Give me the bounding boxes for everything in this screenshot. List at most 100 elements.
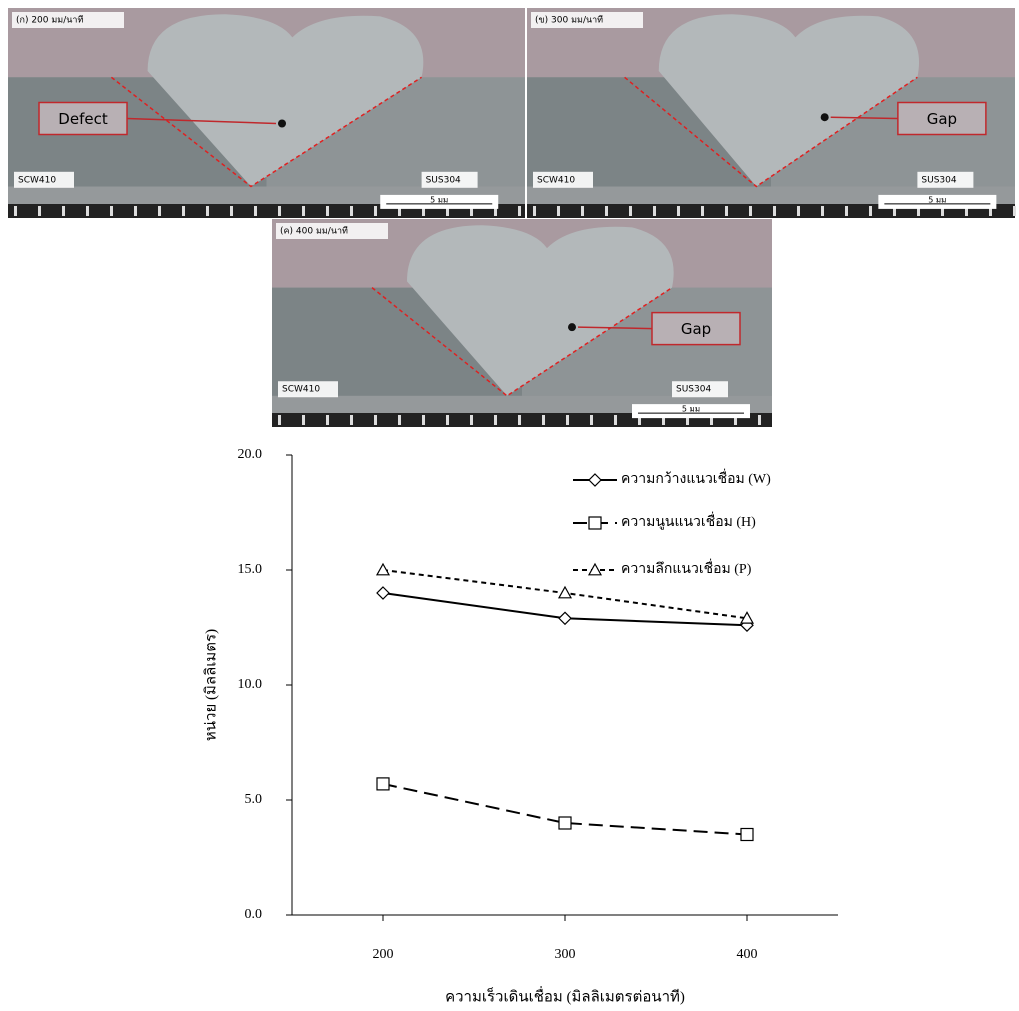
ruler-tick — [614, 415, 617, 425]
fusion-line — [624, 76, 918, 188]
weld-bead — [147, 14, 424, 187]
ruler-tick — [38, 206, 41, 216]
ruler-tick — [605, 206, 608, 216]
callout-box — [897, 101, 987, 136]
marker — [558, 816, 572, 830]
caption-box — [531, 12, 643, 28]
ruler-tick — [710, 415, 713, 425]
ruler-tick — [470, 415, 473, 425]
callout-label: Gap — [927, 110, 957, 128]
ruler-tick — [254, 206, 257, 216]
marker — [558, 611, 572, 626]
metal-label: SUS304 — [426, 175, 461, 185]
ruler-tick — [758, 415, 761, 425]
marker — [375, 562, 391, 576]
ruler-tick — [653, 206, 656, 216]
ruler-tick — [734, 415, 737, 425]
ruler-tick — [677, 206, 680, 216]
ruler-tick — [374, 415, 377, 425]
scale-label: 5 มม — [682, 405, 700, 414]
ruler-tick — [518, 415, 521, 425]
ruler-tick — [158, 206, 161, 216]
ruler-tick — [302, 415, 305, 425]
ruler-tick — [422, 415, 425, 425]
marker — [376, 777, 390, 791]
ruler-tick — [398, 415, 401, 425]
ruler-tick — [797, 206, 800, 216]
metal-label-box — [672, 381, 728, 398]
x-axis-label: ความเร็วเดินเชื่อม (มิลลิเมตรต่อนาที) — [445, 985, 685, 1005]
metal-label-box — [14, 171, 74, 188]
ruler-tick — [326, 206, 329, 216]
scale-bar-box — [380, 194, 499, 209]
ruler-tick — [869, 206, 872, 216]
ruler-tick — [590, 415, 593, 425]
photo-panel: (ก) 200 มม/นาที SCW410 SUS304 5 มม Defect — [8, 8, 525, 218]
metal-label-box — [533, 171, 593, 188]
ruler-tick — [662, 415, 665, 425]
marker — [740, 827, 754, 842]
callout-arrow — [830, 116, 898, 120]
photo-caption: (ก) 200 มม/นาที — [16, 15, 83, 26]
ruler-tick — [821, 206, 824, 216]
y-tick-label: 20.0 — [238, 447, 263, 462]
marker — [557, 585, 573, 599]
marker — [588, 473, 602, 487]
ruler-tick — [494, 206, 497, 216]
ruler-tick — [749, 206, 752, 216]
y-tick-label: 0.0 — [245, 907, 263, 922]
ruler-tick — [581, 206, 584, 216]
ruler-tick — [14, 206, 17, 216]
ruler-tick — [278, 206, 281, 216]
ruler-tick — [725, 206, 728, 216]
legend-label: ความลึกแนวเชื่อม (P) — [621, 559, 752, 577]
metal-label-box — [278, 381, 338, 398]
caption-box — [12, 12, 124, 28]
metal-label: SUS304 — [921, 175, 956, 185]
callout-arrow — [126, 117, 277, 125]
metal-label: SCW410 — [18, 175, 56, 185]
ruler-tick — [350, 206, 353, 216]
ruler-tick — [773, 206, 776, 216]
ruler-tick — [845, 206, 848, 216]
scale-label: 5 มม — [430, 195, 448, 204]
y-axis-label: หน่วย (มิลลิเมตร) — [202, 629, 219, 741]
ruler-tick — [302, 206, 305, 216]
ruler-tick — [917, 206, 920, 216]
callout-arrow — [577, 326, 653, 330]
callout-label: Gap — [681, 320, 711, 338]
photo-panel: (ค) 400 มม/นาที SCW410 SUS304 5 มม Gap — [272, 219, 772, 427]
weld-bead — [658, 14, 920, 187]
defect-spot — [278, 119, 287, 128]
y-tick-label: 15.0 — [238, 562, 263, 577]
fusion-line — [110, 76, 423, 188]
photo-caption: (ข) 300 มม/นาที — [535, 15, 603, 26]
ruler-tick — [686, 415, 689, 425]
ruler-tick — [398, 206, 401, 216]
ruler-tick — [134, 206, 137, 216]
photo-caption: (ค) 400 มม/นาที — [280, 226, 348, 237]
callout-label: Defect — [58, 110, 108, 128]
marker — [739, 611, 755, 624]
ruler-tick — [182, 206, 185, 216]
legend-label: ความนูนแนวเชื่อม (H) — [621, 512, 756, 530]
marker — [588, 516, 602, 530]
metal-label: SCW410 — [537, 175, 575, 185]
metal-label-box — [421, 171, 478, 188]
marker — [376, 586, 390, 600]
callout-box — [38, 101, 128, 136]
defect-spot — [820, 113, 829, 122]
ruler-tick — [965, 206, 968, 216]
photo-panel: (ข) 300 มม/นาที SCW410 SUS304 5 มม Gap — [527, 8, 1016, 218]
ruler-tick — [326, 415, 329, 425]
ruler-tick — [557, 206, 560, 216]
metal-label: SCW410 — [282, 385, 320, 395]
ruler-tick — [629, 206, 632, 216]
y-tick-label: 5.0 — [245, 792, 263, 807]
ruler-tick — [86, 206, 89, 216]
ruler-tick — [446, 415, 449, 425]
ruler-tick — [62, 206, 65, 216]
ruler-tick — [422, 206, 425, 216]
ruler-tick — [350, 415, 353, 425]
